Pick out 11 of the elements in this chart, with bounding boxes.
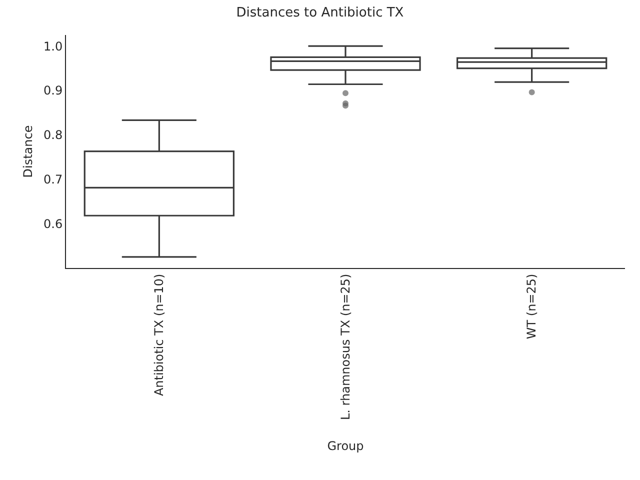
x-tick-label: L. rhamnosus TX (n=25) xyxy=(338,274,352,420)
x-tick-label: WT (n=25) xyxy=(524,274,539,340)
y-tick-label: 0.8 xyxy=(44,128,63,142)
y-tick-label: 1.0 xyxy=(44,39,63,54)
y-tick-label: 0.7 xyxy=(44,172,63,186)
x-tick-label: Antibiotic TX (n=10) xyxy=(152,274,166,396)
chart-title: Distances to Antibiotic TX xyxy=(236,5,404,20)
y-tick-label: 0.9 xyxy=(44,84,63,98)
y-axis-title: Distance xyxy=(20,125,35,178)
y-tick-label: 0.6 xyxy=(44,216,63,231)
x-axis-title: Group xyxy=(327,438,364,453)
